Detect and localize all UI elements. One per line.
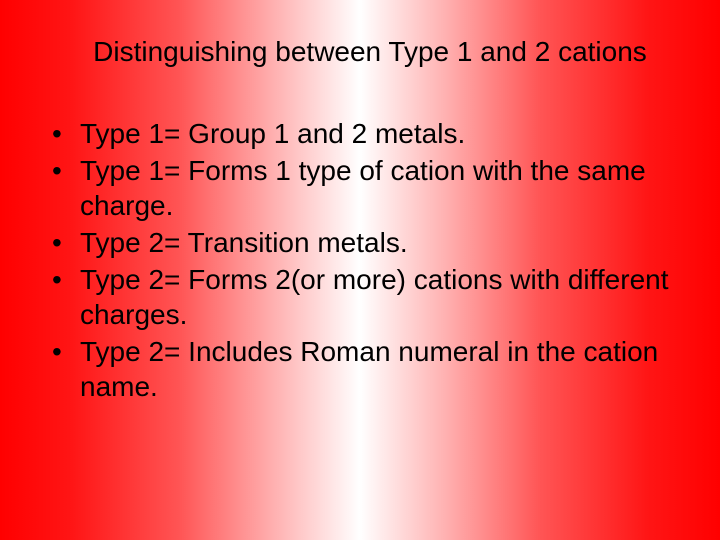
slide-title: Distinguishing between Type 1 and 2 cati… <box>80 36 660 68</box>
bullet-list: Type 1= Group 1 and 2 metals. Type 1= Fo… <box>40 116 680 404</box>
list-item: Type 2= Transition metals. <box>40 225 680 260</box>
list-item: Type 2= Includes Roman numeral in the ca… <box>40 334 680 404</box>
list-item: Type 2= Forms 2(or more) cations with di… <box>40 262 680 332</box>
slide: Distinguishing between Type 1 and 2 cati… <box>0 0 720 540</box>
list-item: Type 1= Group 1 and 2 metals. <box>40 116 680 151</box>
list-item: Type 1= Forms 1 type of cation with the … <box>40 153 680 223</box>
